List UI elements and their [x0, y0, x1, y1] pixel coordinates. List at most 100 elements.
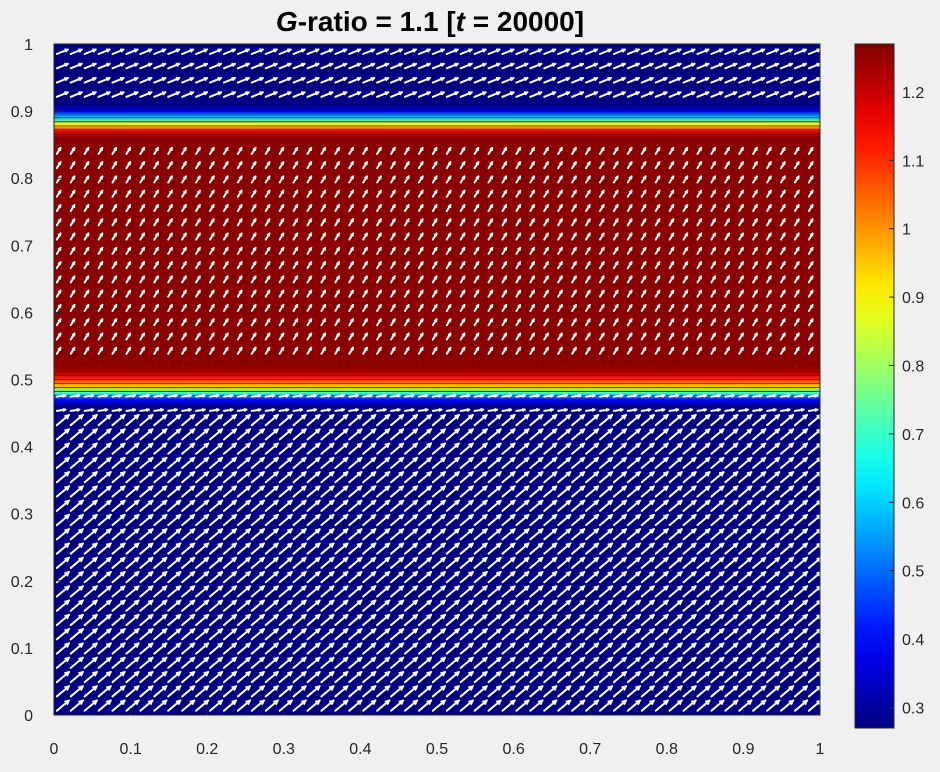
vector-arrow — [529, 408, 541, 413]
vector-arrow — [111, 261, 118, 270]
plot-area — [53, 43, 823, 716]
vector-arrow — [752, 556, 767, 569]
vector-arrow — [390, 77, 404, 84]
vector-arrow — [640, 48, 654, 55]
vector-arrow — [264, 303, 271, 312]
vector-arrow — [181, 499, 196, 512]
vector-arrow — [390, 275, 396, 284]
vector-arrow — [752, 485, 767, 498]
vector-arrow — [111, 685, 126, 698]
vector-arrow — [612, 528, 628, 541]
vector-arrow — [236, 699, 252, 712]
vector-arrow — [682, 499, 697, 512]
vector-arrow — [724, 232, 731, 241]
vector-arrow — [668, 528, 683, 541]
vector-arrow — [264, 318, 271, 327]
vector-arrow — [696, 528, 711, 541]
vector-arrow — [793, 203, 800, 213]
vector-arrow — [264, 91, 278, 98]
vector-arrow — [278, 48, 292, 55]
vector-arrow — [208, 656, 224, 669]
vector-arrow — [780, 289, 786, 298]
vector-arrow — [445, 77, 459, 84]
vector-arrow — [780, 685, 795, 698]
vector-arrow — [376, 393, 387, 398]
vector-arrow — [780, 261, 786, 270]
vector-arrow — [250, 499, 266, 512]
vector-arrow — [208, 556, 224, 569]
vector-arrow — [598, 161, 605, 170]
vector-arrow — [417, 275, 424, 284]
vector-arrow — [598, 275, 605, 284]
vector-arrow — [766, 246, 772, 255]
vector-arrow — [780, 642, 795, 655]
vector-arrow — [153, 175, 160, 184]
vector-arrow — [571, 346, 577, 355]
vector-arrow — [501, 642, 516, 655]
vector-arrow — [362, 77, 376, 84]
vector-arrow — [459, 189, 466, 198]
vector-arrow — [571, 613, 586, 627]
vector-arrow — [543, 303, 550, 312]
vector-arrow — [473, 456, 488, 470]
vector-arrow — [362, 585, 377, 598]
vector-arrow — [529, 275, 536, 284]
vector-arrow — [208, 393, 220, 398]
vector-arrow — [195, 670, 210, 684]
vector-arrow — [153, 48, 167, 55]
vector-arrow — [459, 332, 466, 341]
vector-arrow — [55, 261, 62, 270]
vector-arrow — [264, 585, 279, 598]
vector-arrow — [236, 346, 243, 355]
vector-arrow — [501, 275, 508, 284]
vector-arrow — [626, 203, 633, 213]
vector-arrow — [181, 408, 192, 413]
vector-arrow — [793, 656, 809, 669]
vector-arrow — [515, 275, 522, 284]
vector-arrow — [390, 699, 405, 712]
vector-arrow — [348, 408, 359, 413]
vector-arrow — [598, 613, 614, 627]
vector-arrow — [585, 413, 600, 427]
vector-arrow — [292, 599, 307, 612]
vector-arrow — [431, 685, 447, 698]
vector-arrow — [417, 413, 433, 427]
vector-arrow — [696, 332, 703, 341]
vector-arrow — [445, 442, 461, 455]
vector-arrow — [181, 175, 187, 184]
vector-arrow — [501, 613, 516, 627]
vector-arrow — [153, 413, 168, 427]
vector-arrow — [390, 656, 405, 669]
vector-arrow — [83, 656, 98, 669]
vector-arrow — [766, 471, 781, 484]
vector-arrow — [153, 585, 168, 598]
vector-arrow — [668, 485, 683, 498]
vector-arrow — [515, 246, 522, 255]
vector-arrow — [473, 175, 480, 184]
vector-arrow — [487, 485, 502, 498]
vector-arrow — [585, 570, 600, 584]
vector-arrow — [376, 303, 382, 312]
vector-arrow — [543, 471, 558, 484]
vector-arrow — [278, 346, 285, 355]
vector-arrow — [417, 642, 433, 655]
vector-arrow — [431, 570, 447, 584]
vector-arrow — [501, 203, 508, 213]
vector-arrow — [529, 289, 536, 298]
vector-arrow — [111, 699, 126, 712]
vector-arrow — [780, 318, 786, 327]
vector-arrow — [598, 261, 605, 270]
vector-arrow — [376, 570, 391, 584]
vector-arrow — [320, 642, 335, 655]
vector-arrow — [682, 613, 697, 627]
vector-arrow — [766, 289, 772, 298]
vector-arrow — [334, 232, 341, 241]
vector-arrow — [710, 146, 717, 155]
vector-arrow — [348, 261, 355, 270]
vector-arrow — [724, 542, 739, 555]
vector-arrow — [752, 613, 767, 627]
vector-arrow — [417, 599, 433, 612]
vector-arrow — [780, 471, 795, 484]
vector-arrow — [292, 670, 307, 684]
vector-arrow — [306, 332, 313, 341]
